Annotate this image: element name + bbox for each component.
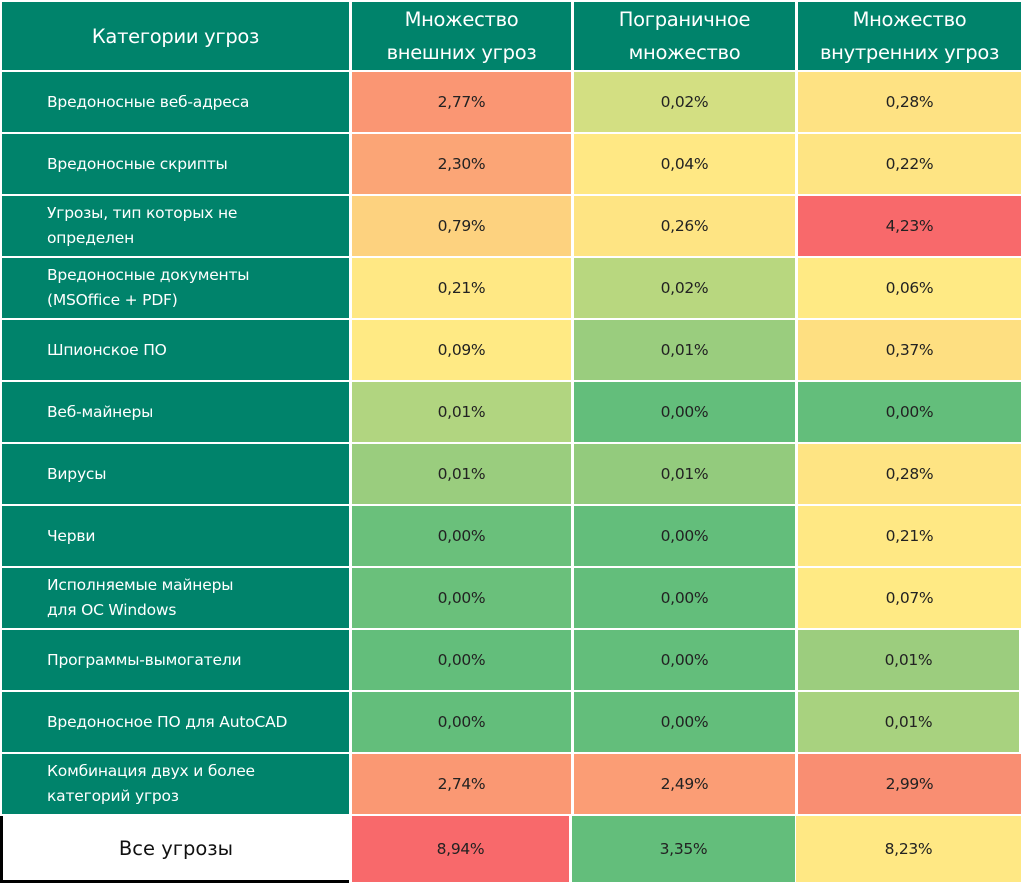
text-line: Вредоносные документы: [47, 266, 250, 284]
heatmap-cell: 0,00%: [798, 382, 1021, 442]
heatmap-cell: 0,01%: [352, 444, 571, 504]
text-line: Комбинация двух и более: [47, 762, 255, 780]
heatmap-cell: 0,01%: [352, 382, 571, 442]
heatmap-cell: 0,01%: [574, 444, 795, 504]
row-category-label: Шпионское ПО: [2, 320, 349, 380]
heatmap-cell: 0,00%: [574, 506, 795, 566]
text-line: Вирусы: [47, 464, 107, 483]
text-line: внутренних угроз: [819, 41, 1000, 64]
text-line: Множество: [404, 8, 519, 31]
text-line: Множество: [852, 8, 967, 31]
text-line: категорий угроз: [47, 787, 179, 805]
heatmap-cell: 0,06%: [798, 258, 1021, 318]
text-line: для ОС Windows: [47, 601, 177, 619]
heatmap-cell: 2,74%: [352, 754, 571, 814]
heatmap-cell: 0,04%: [574, 134, 795, 194]
heatmap-cell: 0,00%: [574, 692, 795, 752]
total-heatmap-cell: 8,23%: [796, 816, 1021, 882]
heatmap-cell: 0,00%: [574, 630, 795, 690]
heatmap-cell: 0,07%: [798, 568, 1021, 628]
row-category-label: Вирусы: [2, 444, 349, 504]
text-line: Вредоносные скрипты: [47, 154, 228, 173]
heatmap-cell: 2,30%: [352, 134, 571, 194]
text-line: Веб-майнеры: [47, 402, 154, 421]
text-line: Программы-вымогатели: [47, 650, 242, 669]
heatmap-cell: 2,99%: [798, 754, 1021, 814]
total-heatmap-cell: 3,35%: [572, 816, 795, 882]
total-heatmap-cell: 8,94%: [352, 816, 569, 882]
column-header: Пограничное множество: [574, 2, 795, 70]
heatmap-cell: 0,09%: [352, 320, 571, 380]
heatmap-cell: 0,01%: [574, 320, 795, 380]
heatmap-cell: 0,01%: [798, 692, 1019, 752]
heatmap-cell: 0,79%: [352, 196, 571, 256]
heatmap-cell: 0,21%: [352, 258, 571, 318]
heatmap-cell: 4,23%: [798, 196, 1021, 256]
heatmap-cell: 0,00%: [574, 382, 795, 442]
row-category-label: Черви: [2, 506, 349, 566]
row-category-label: Комбинация двух и более категорий угроз: [2, 754, 349, 814]
heatmap-cell: 0,00%: [352, 568, 571, 628]
column-header: Множество внешних угроз: [352, 2, 571, 70]
heatmap-cell: 0,00%: [352, 692, 571, 752]
row-category-label: Веб-майнеры: [2, 382, 349, 442]
column-header: Множество внутренних угроз: [798, 2, 1021, 70]
text-line: Вредоносное ПО для AutoCAD: [47, 712, 288, 731]
text-line: внешних угроз: [386, 41, 537, 64]
heatmap-cell: 0,01%: [798, 630, 1019, 690]
text-line: Черви: [47, 526, 96, 545]
heatmap-cell: 0,37%: [798, 320, 1021, 380]
heatmap-cell: 0,28%: [798, 72, 1021, 132]
heatmap-cell: 2,77%: [352, 72, 571, 132]
heatmap-cell: 0,22%: [798, 134, 1021, 194]
row-category-label: Вредоносные веб-адреса: [2, 72, 349, 132]
row-category-label: Вредоносные документы (MSOffice + PDF): [2, 258, 349, 318]
text-line: Исполняемые майнеры: [47, 576, 234, 594]
text-line: определен: [47, 229, 135, 247]
text-line: Угрозы, тип которых не: [47, 204, 238, 222]
row-category-label: Исполняемые майнеры для ОС Windows: [2, 568, 349, 628]
heatmap-cell: 0,21%: [798, 506, 1021, 566]
heatmap-cell: 0,00%: [352, 506, 571, 566]
heatmap-cell: 0,00%: [574, 568, 795, 628]
row-category-label: Программы-вымогатели: [2, 630, 349, 690]
text-line: Пограничное: [618, 8, 751, 31]
heatmap-cell: 0,28%: [798, 444, 1021, 504]
heatmap-cell: 2,49%: [574, 754, 795, 814]
heatmap-cell: 0,02%: [574, 258, 795, 318]
row-category-label: Вредоносные скрипты: [2, 134, 349, 194]
heatmap-cell: 0,02%: [574, 72, 795, 132]
total-row-label: Все угрозы: [0, 816, 349, 883]
row-category-label: Вредоносное ПО для AutoCAD: [2, 692, 349, 752]
heatmap-cell: 0,26%: [574, 196, 795, 256]
header-row-label: Категории угроз: [2, 2, 349, 70]
text-line: Вредоносные веб-адреса: [47, 92, 250, 111]
heatmap-cell: 0,00%: [352, 630, 571, 690]
row-category-label: Угрозы, тип которых не определен: [2, 196, 349, 256]
text-line: Шпионское ПО: [47, 340, 167, 359]
text-line: множество: [628, 41, 741, 64]
text-line: (MSOffice + PDF): [47, 291, 178, 309]
